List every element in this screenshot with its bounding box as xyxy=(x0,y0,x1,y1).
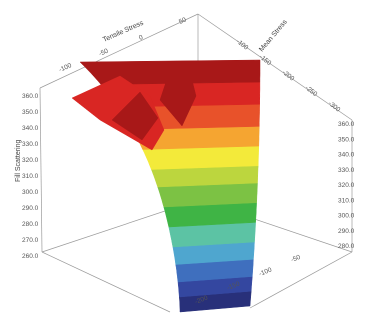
y-tick-label: -200 xyxy=(281,69,296,83)
x-tick-label: -50 xyxy=(98,47,110,57)
x-tick-label: -100 xyxy=(58,62,73,74)
surface-bands xyxy=(71,59,261,313)
x-tick-label: 0 xyxy=(138,34,145,42)
z-tick-label-right: 280.0 xyxy=(338,243,355,250)
z-tick-label: 330.0 xyxy=(22,141,39,148)
z-tick-label: 300.0 xyxy=(22,189,39,196)
frame-edge xyxy=(197,13,353,121)
bottom-tick-label: -200 xyxy=(194,294,209,306)
z-axis-label: Fill Scattering xyxy=(15,139,22,182)
y-tick-label: -250 xyxy=(304,85,319,99)
y-tick-label: -300 xyxy=(327,100,342,114)
frame-edge xyxy=(39,13,199,89)
z-tick-label-right: 360.0 xyxy=(338,121,355,128)
bottom-tick-label: -150 xyxy=(226,280,241,292)
frame-edge xyxy=(41,251,171,313)
z-tick-label-right: 300.0 xyxy=(338,213,355,220)
plot-box-frame xyxy=(39,13,353,313)
surface-band xyxy=(142,145,260,170)
z-tick-label-right: 330.0 xyxy=(338,167,355,174)
x-axis-label: Tensile Stress xyxy=(102,20,145,44)
z-tick-label: 340.0 xyxy=(22,125,39,132)
z-tick-label: 360.0 xyxy=(22,93,39,100)
z-tick-label-right: 320.0 xyxy=(338,182,355,189)
y-axis-label: Mean Stress xyxy=(258,18,289,53)
z-tick-label-right: 310.0 xyxy=(338,197,355,204)
z-tick-label-right: 340.0 xyxy=(338,152,355,159)
z-tick-label: 270.0 xyxy=(22,237,39,244)
x-tick-label: 50 xyxy=(178,16,188,25)
z-tick-label: 280.0 xyxy=(22,221,39,228)
bottom-tick-label: -50 xyxy=(290,254,302,264)
surface-peak xyxy=(111,91,159,141)
z-tick-label: 350.0 xyxy=(22,109,39,116)
z-tick-label: 260.0 xyxy=(22,253,39,260)
z-tick-label: 310.0 xyxy=(22,173,39,180)
surface-peak xyxy=(159,69,197,127)
y-tick-label: -100 xyxy=(235,38,250,52)
z-tick-label: 320.0 xyxy=(22,157,39,164)
bottom-tick-label: -100 xyxy=(258,266,273,278)
z-tick-label-right: 350.0 xyxy=(338,136,355,143)
z-tick-label: 290.0 xyxy=(22,205,39,212)
z-tick-label-right: 290.0 xyxy=(338,228,355,235)
frame-edge xyxy=(39,87,43,253)
frame-edge xyxy=(249,251,353,309)
